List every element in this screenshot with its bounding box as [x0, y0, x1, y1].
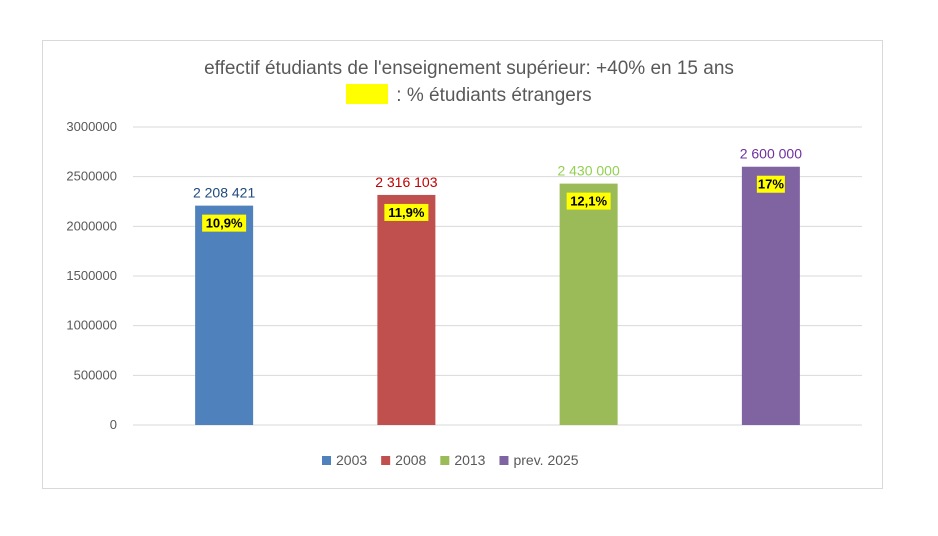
y-tick-label-1: 500000 — [74, 367, 117, 382]
y-tick-label-6: 3000000 — [66, 119, 117, 134]
legend-label-1: 2008 — [395, 452, 426, 468]
y-tick-label-5: 2500000 — [66, 169, 117, 184]
pct-label-bg-3 — [756, 175, 785, 193]
pct-label-bg-0 — [202, 214, 247, 232]
chart-subtitle: : % étudiants étrangers — [0, 84, 938, 107]
pct-label-3: 17% — [758, 177, 784, 192]
pct-label-0: 10,9% — [206, 216, 243, 231]
bar-value-label-0: 2 208 421 — [193, 185, 255, 201]
bar-2 — [559, 183, 618, 425]
bar-value-label-2: 2 430 000 — [557, 163, 619, 179]
bar-value-label-3: 2 600 000 — [740, 146, 802, 162]
bar-3 — [741, 166, 800, 425]
y-tick-label-4: 2000000 — [66, 218, 117, 233]
legend-label-3: prev. 2025 — [513, 452, 578, 468]
subtitle-text: : % étudiants étrangers — [396, 85, 592, 106]
y-tick-label-0: 0 — [110, 417, 117, 432]
bar-0 — [195, 205, 254, 425]
bar-value-label-1: 2 316 103 — [375, 174, 437, 190]
legend-swatch-0 — [322, 456, 331, 465]
legend-swatch-2 — [440, 456, 450, 465]
legend-label-0: 2003 — [336, 452, 367, 468]
pct-label-bg-2 — [566, 192, 611, 210]
chart-title: effectif étudiants de l'enseignement sup… — [204, 58, 734, 79]
legend-swatch-1 — [381, 456, 391, 465]
y-tick-label-3: 1500000 — [66, 268, 117, 283]
pct-label-bg-1 — [384, 203, 429, 221]
subtitle-highlight-swatch — [346, 84, 389, 104]
pct-label-1: 11,9% — [388, 205, 425, 220]
bar-1 — [377, 194, 436, 425]
legend-label-2: 2013 — [454, 452, 485, 468]
pct-label-2: 12,1% — [570, 194, 607, 209]
y-tick-label-2: 1000000 — [66, 318, 117, 333]
legend-swatch-3 — [499, 456, 509, 465]
